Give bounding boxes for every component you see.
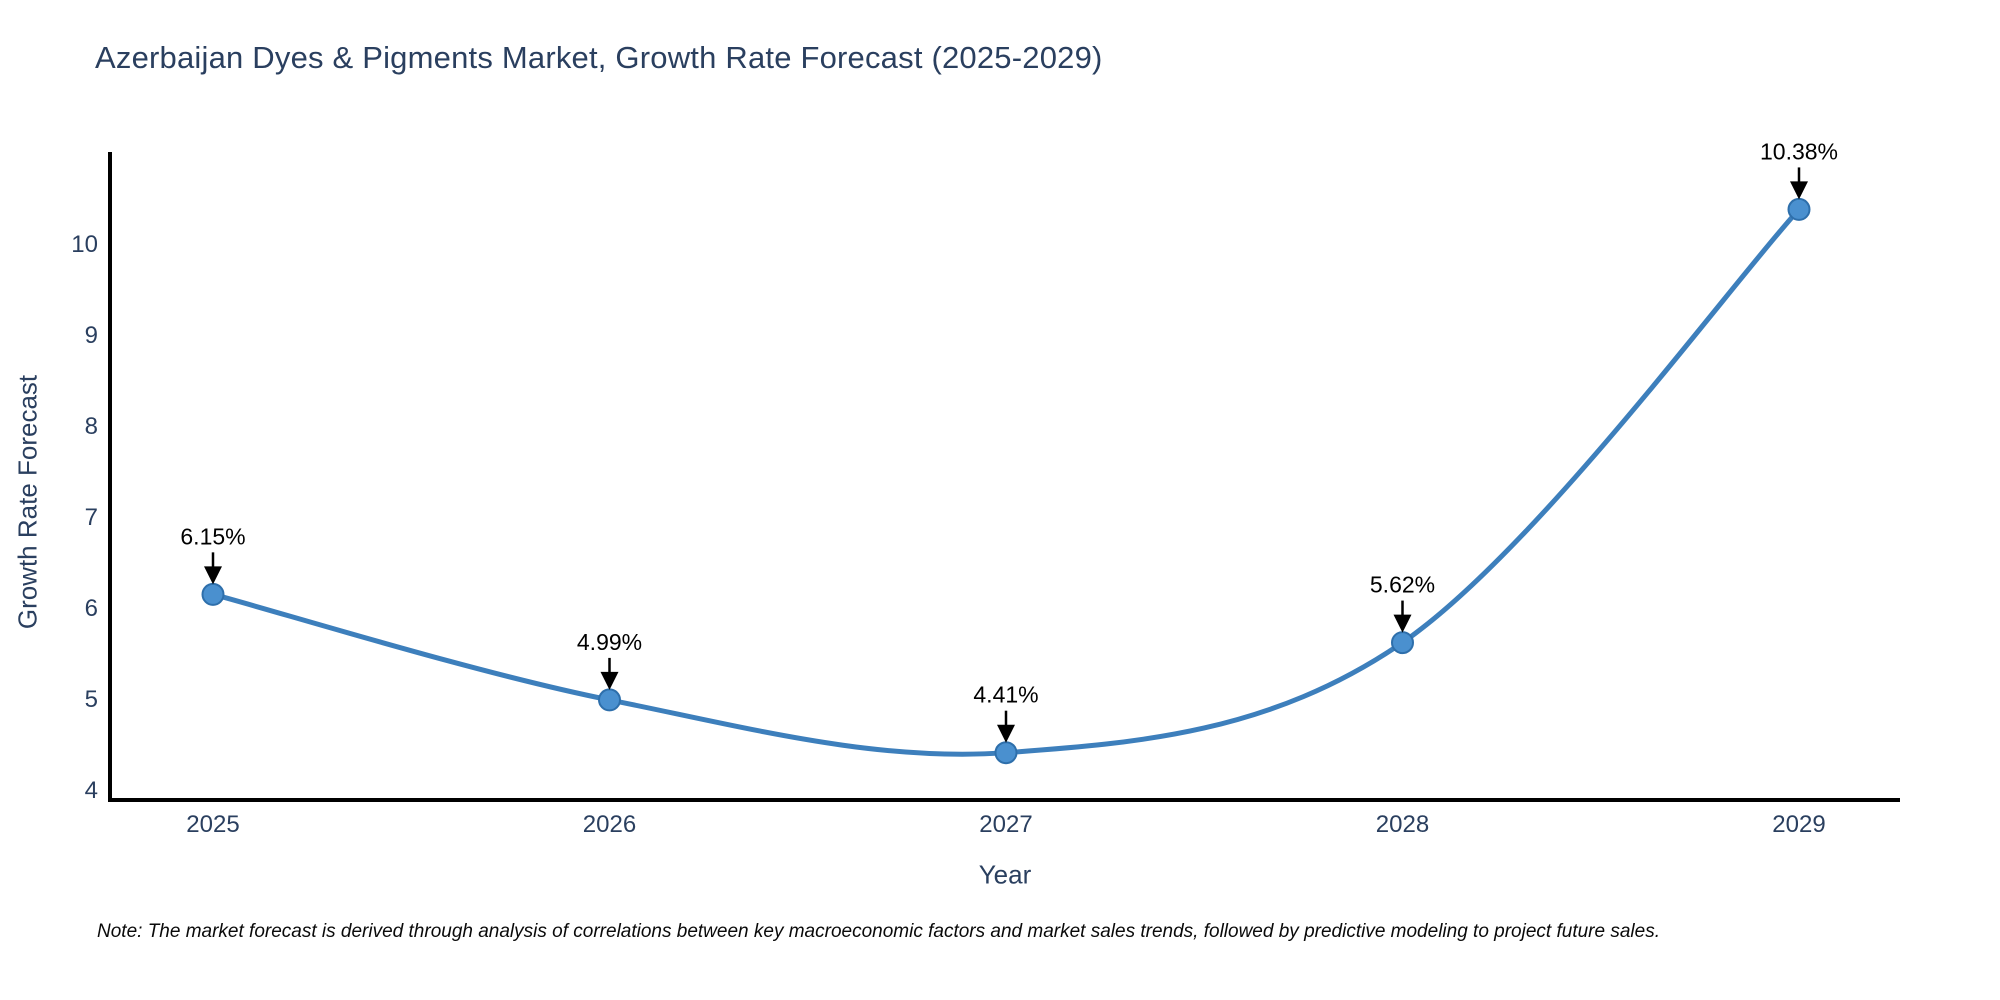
x-tick-label: 2025 — [186, 811, 239, 838]
data-point-2028 — [1391, 631, 1414, 655]
annotation-arrow-head — [204, 566, 222, 585]
x-tick-label: 2026 — [583, 811, 636, 838]
y-tick-label: 4 — [85, 777, 98, 804]
annotation-arrow-head — [1393, 614, 1412, 633]
axis-lines — [108, 152, 1900, 802]
footnote: Note: The market forecast is derived thr… — [97, 921, 1660, 942]
data-point-2025 — [201, 582, 225, 606]
point-value-label: 6.15% — [180, 523, 245, 549]
trend-line — [210, 206, 1802, 757]
x-tick-label: 2029 — [1772, 811, 1825, 838]
y-tick-label: 6 — [85, 595, 98, 622]
y-tick-label: 7 — [85, 504, 98, 531]
point-value-label: 4.99% — [577, 629, 642, 655]
y-tick-label: 8 — [85, 413, 98, 440]
y-tick-label: 5 — [85, 686, 98, 713]
x-tick-label: 2027 — [979, 811, 1032, 838]
y-tick-label: 9 — [85, 322, 98, 349]
point-value-label: 10.38% — [1760, 138, 1838, 164]
point-value-label: 4.41% — [973, 682, 1038, 708]
data-point-2026 — [598, 688, 621, 712]
x-axis-title: Year — [978, 859, 1032, 890]
data-point-2027 — [994, 741, 1018, 765]
chart-title: Azerbaijan Dyes & Pigments Market, Growt… — [95, 40, 1103, 75]
y-tick-label: 10 — [71, 231, 98, 258]
data-point-2029 — [1787, 197, 1811, 221]
x-tick-label: 2028 — [1376, 811, 1429, 838]
point-value-label: 5.62% — [1370, 572, 1435, 598]
annotation-arrow-head — [600, 671, 619, 690]
annotation-arrow-head — [997, 724, 1015, 743]
annotation-arrow-head — [1790, 181, 1808, 200]
